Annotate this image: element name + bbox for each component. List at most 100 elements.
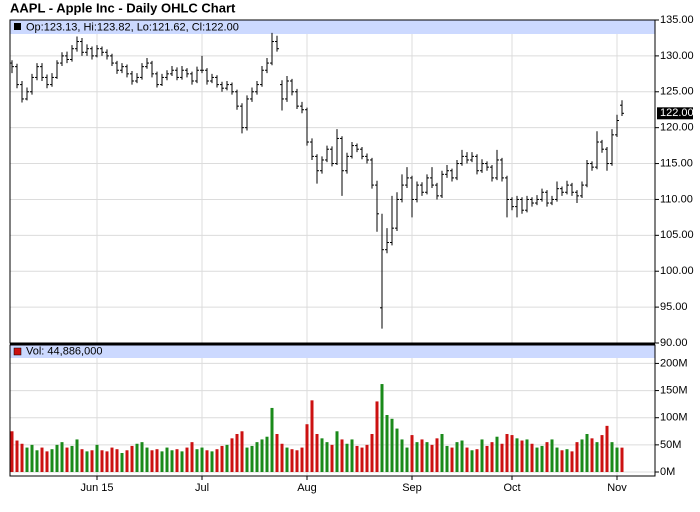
ohlc-bar xyxy=(205,68,209,85)
ohlc-bar xyxy=(605,147,609,171)
volume-bar xyxy=(355,445,359,472)
ohlc-bar xyxy=(230,82,234,95)
volume-bar xyxy=(240,431,244,472)
volume-bar xyxy=(195,449,199,472)
ohlc-bar xyxy=(35,63,39,81)
ohlc-bar xyxy=(160,73,164,87)
volume-bar xyxy=(145,447,149,472)
price-frame xyxy=(9,19,656,344)
ohlc-bar xyxy=(595,131,599,170)
ohlc-bar xyxy=(375,180,379,232)
volume-bar xyxy=(50,449,54,472)
volume-bar xyxy=(25,447,29,472)
ohlc-bar xyxy=(265,58,269,74)
last-price-label: 122.00 xyxy=(660,107,694,119)
ohlc-bar xyxy=(165,70,169,81)
ohlc-bar xyxy=(70,45,74,62)
ohlc-bar xyxy=(65,51,69,64)
ohlc-bar xyxy=(480,159,484,173)
ohlc-bar xyxy=(235,89,239,110)
volume-bar xyxy=(315,434,319,472)
ohlc-bar xyxy=(545,190,549,207)
ohlc-bar xyxy=(15,63,19,89)
last-price-tag xyxy=(657,107,693,120)
ohlc-bar xyxy=(420,182,424,196)
volume-bar xyxy=(160,451,164,472)
volume-bar xyxy=(165,447,169,472)
ohlc-bar xyxy=(190,71,194,85)
ohlc-bar xyxy=(125,64,129,78)
volume-bar xyxy=(365,444,369,472)
ohlc-bar xyxy=(155,71,159,88)
volume-bar xyxy=(120,453,124,472)
ohlc-bar xyxy=(445,164,449,178)
volume-bar xyxy=(585,434,589,472)
volume-bar xyxy=(575,442,579,472)
volume-bar xyxy=(55,444,59,472)
volume-bar xyxy=(555,447,559,472)
ohlc-bar xyxy=(10,60,14,74)
volume-bar xyxy=(140,442,144,472)
ohlc-bar xyxy=(290,78,294,96)
volume-bar xyxy=(400,439,404,472)
ohlc-bar xyxy=(210,73,214,84)
ohlc-bar xyxy=(280,80,284,111)
volume-bar xyxy=(150,450,154,472)
ohlc-bar xyxy=(240,103,244,134)
volume-bar xyxy=(270,407,274,472)
volume-bar xyxy=(20,443,24,472)
ohlc-bar xyxy=(315,154,319,184)
volume-bar xyxy=(80,449,84,472)
volume-bar xyxy=(170,450,174,472)
volume-bar xyxy=(65,447,69,472)
volume-bar xyxy=(445,445,449,472)
volume-bar xyxy=(395,428,399,472)
volume-bar xyxy=(550,439,554,472)
volume-bar xyxy=(110,447,114,472)
volume-bar xyxy=(580,439,584,472)
ohlc-bar xyxy=(25,87,29,101)
ohlc-bar xyxy=(610,129,614,166)
y-tick-label: 100.00 xyxy=(660,265,694,277)
ohlc-bar xyxy=(430,167,434,188)
volume-bar xyxy=(570,451,574,472)
volume-bar xyxy=(35,450,39,472)
volume-bar xyxy=(385,415,389,472)
ohlc-bar xyxy=(355,143,359,153)
ohlc-bar xyxy=(150,60,154,78)
volume-bar xyxy=(300,447,304,472)
volume-bar xyxy=(225,444,229,472)
ohlc-bar xyxy=(410,175,414,218)
volume-bar xyxy=(440,434,444,472)
ohlc-bar xyxy=(555,181,559,202)
ohlc-bar xyxy=(385,228,389,254)
volume-bar xyxy=(10,431,14,472)
ohlc-bar xyxy=(550,195,554,206)
volume-bar xyxy=(175,449,179,472)
ohlc-bar xyxy=(600,139,604,153)
ohlc-bar xyxy=(525,195,529,213)
ohlc-bar xyxy=(435,182,439,200)
volume-bar xyxy=(45,451,49,472)
ohlc-bar xyxy=(615,114,619,137)
ohlc-bar xyxy=(475,154,479,175)
chart-title: AAPL - Apple Inc - Daily OHLC Chart xyxy=(10,0,236,15)
volume-bar xyxy=(590,438,594,472)
ohlc-bar xyxy=(310,138,314,160)
volume-header-band xyxy=(10,345,655,358)
ohlc-bar xyxy=(140,63,144,80)
volume-bar xyxy=(500,443,504,472)
ohlc-bar xyxy=(110,53,114,66)
volume-bar xyxy=(280,443,284,472)
ohlc-bar xyxy=(345,152,349,174)
ohlc-bar xyxy=(540,188,544,202)
ohlc-bar xyxy=(365,153,369,164)
volume-bar xyxy=(330,444,334,472)
ohlc-bar xyxy=(460,149,464,166)
ohlc-bar xyxy=(490,164,494,182)
y2-tick-label: 0M xyxy=(660,466,675,478)
ohlc-bar xyxy=(620,100,624,117)
volume-bar xyxy=(220,445,224,472)
